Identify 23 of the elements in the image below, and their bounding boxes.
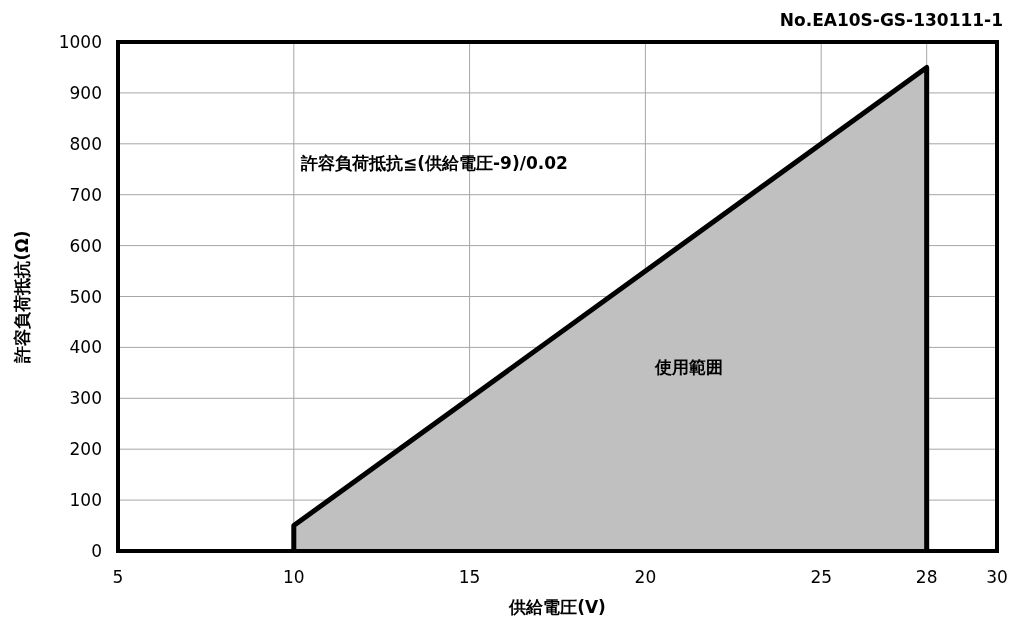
annotation: 使用範囲 bbox=[654, 356, 724, 377]
x-tick-label: 25 bbox=[810, 567, 833, 587]
y-tick-label: 600 bbox=[69, 235, 102, 256]
y-tick-label: 800 bbox=[69, 133, 102, 154]
y-tick-label: 200 bbox=[69, 439, 102, 460]
x-tick-label: 10 bbox=[282, 567, 305, 587]
y-tick-label: 0 bbox=[91, 541, 102, 561]
x-tick-label: 15 bbox=[458, 567, 481, 587]
x-tick-label: 30 bbox=[986, 567, 1008, 587]
x-axis-title: 供給電圧(V) bbox=[508, 597, 606, 617]
x-tick-label: 28 bbox=[915, 567, 938, 587]
y-tick-label: 400 bbox=[69, 337, 102, 358]
y-tick-label: 700 bbox=[69, 184, 102, 205]
y-tick-label: 500 bbox=[69, 286, 102, 307]
annotation: 許容負荷抵抗≦(供給電圧-9)/0.02 bbox=[300, 153, 568, 174]
y-tick-label: 100 bbox=[69, 490, 102, 511]
y-tick-label: 1000 bbox=[58, 32, 102, 52]
x-tick-label: 20 bbox=[634, 567, 657, 587]
y-axis-title: 許容負荷抵抗(Ω) bbox=[12, 230, 32, 364]
y-tick-label: 900 bbox=[69, 82, 102, 103]
y-tick-label: 300 bbox=[69, 388, 102, 409]
chart-title: No.EA10S-GS-130111-1 bbox=[779, 10, 1003, 30]
x-tick-label: 5 bbox=[112, 567, 124, 587]
